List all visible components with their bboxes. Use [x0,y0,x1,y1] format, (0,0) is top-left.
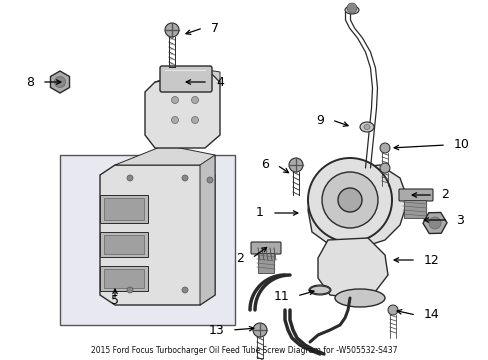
Text: 3: 3 [455,213,463,226]
Ellipse shape [308,285,330,295]
Circle shape [164,23,179,37]
Text: 2015 Ford Focus Turbocharger Oil Feed Tube Screw Diagram for -W505532-S437: 2015 Ford Focus Turbocharger Oil Feed Tu… [91,346,397,355]
Text: 11: 11 [273,289,288,302]
Circle shape [127,287,133,293]
Polygon shape [145,72,220,148]
Circle shape [182,175,187,181]
Ellipse shape [363,125,369,130]
Circle shape [182,287,187,293]
Text: 1: 1 [256,207,264,220]
Circle shape [252,323,266,337]
Polygon shape [307,165,407,248]
Text: 9: 9 [315,113,324,126]
Text: 12: 12 [423,253,439,266]
Text: 5: 5 [111,293,119,306]
Circle shape [337,188,361,212]
Circle shape [191,96,198,104]
Circle shape [387,305,397,315]
Bar [403,200,425,218]
Circle shape [379,163,389,173]
Circle shape [206,177,213,183]
Ellipse shape [334,289,384,307]
FancyBboxPatch shape [398,189,432,201]
Text: 8: 8 [26,76,34,89]
Circle shape [171,96,178,104]
Polygon shape [115,145,215,175]
Circle shape [307,158,391,242]
Circle shape [346,3,356,13]
Text: 4: 4 [216,76,224,89]
Circle shape [288,158,303,172]
Polygon shape [155,68,220,82]
Circle shape [171,117,178,123]
Polygon shape [200,155,215,305]
Bar [104,269,143,288]
Text: 7: 7 [210,22,219,35]
Bar [60,155,235,325]
Ellipse shape [309,286,329,294]
Text: 2: 2 [440,189,448,202]
Circle shape [127,175,133,181]
Text: 13: 13 [208,324,224,337]
Ellipse shape [345,6,358,14]
Text: 14: 14 [423,309,439,321]
FancyBboxPatch shape [250,242,281,254]
Circle shape [379,143,389,153]
Bar [258,253,273,273]
Text: 6: 6 [261,158,268,171]
Bar [100,266,148,291]
Circle shape [191,117,198,123]
Polygon shape [317,238,387,298]
Text: 10: 10 [453,139,469,152]
Ellipse shape [359,122,373,132]
Bar [100,232,148,257]
Bar [104,198,143,220]
Circle shape [54,77,65,87]
Circle shape [321,172,377,228]
Text: 2: 2 [236,252,244,265]
Bar [104,235,143,254]
Bar [100,195,148,223]
Polygon shape [100,165,215,305]
Circle shape [428,217,440,229]
FancyBboxPatch shape [160,66,212,92]
